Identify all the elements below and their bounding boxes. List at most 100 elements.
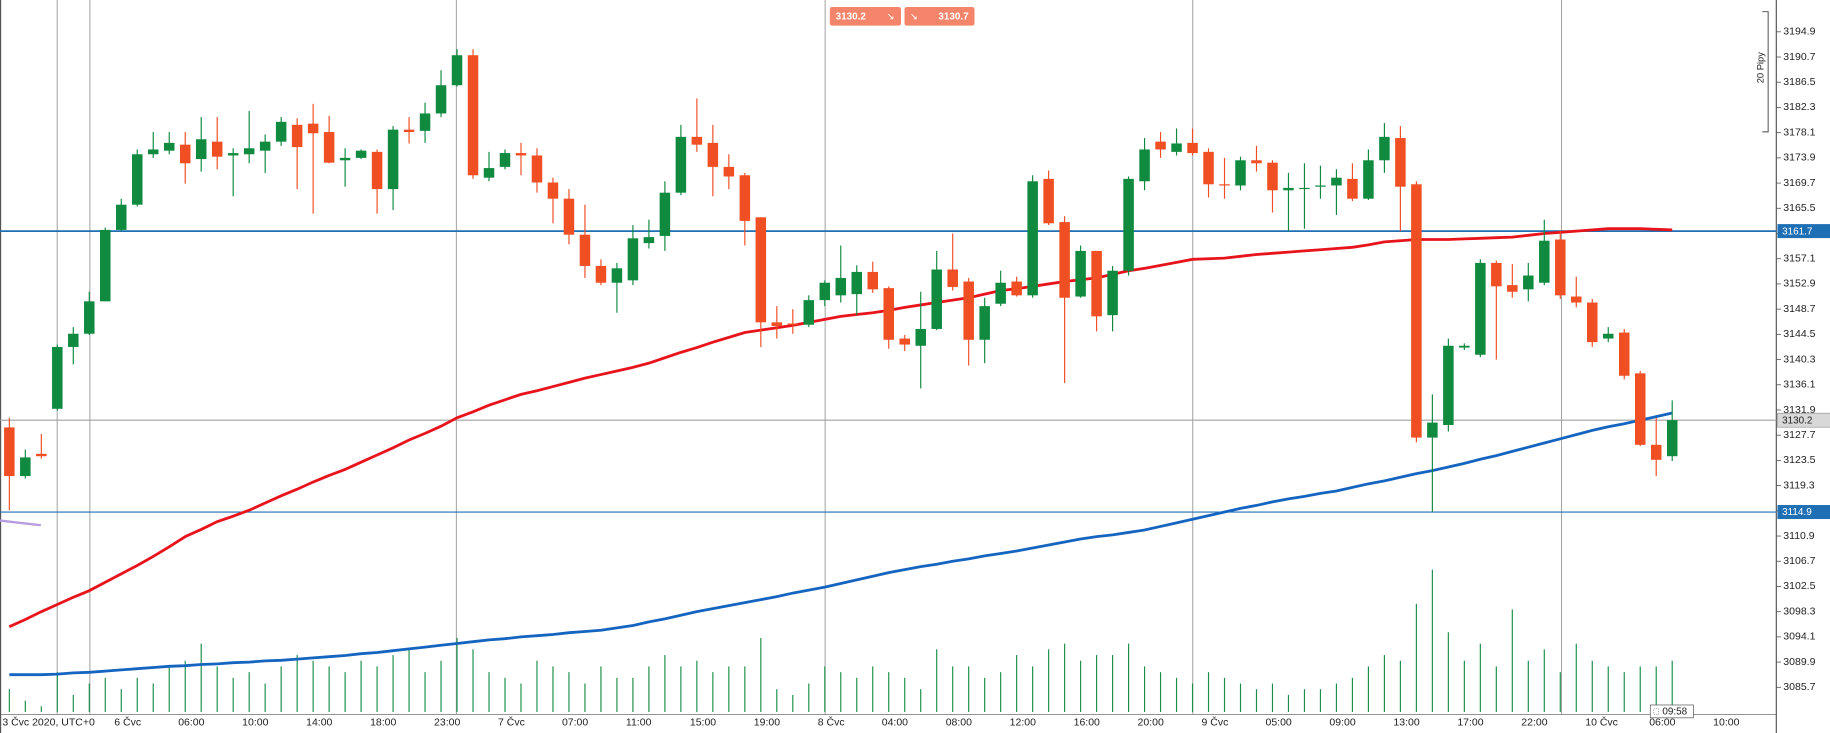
- candle-body: [547, 182, 559, 199]
- candle-body: [403, 129, 415, 133]
- candle-body: [1650, 444, 1662, 460]
- candle-body: [275, 121, 287, 142]
- x-tick-label: 16:00: [1074, 716, 1100, 728]
- candle-body: [179, 144, 191, 164]
- y-tick-label: 3106.7: [1783, 555, 1815, 567]
- candle-body: [195, 139, 207, 160]
- x-tick-label: 10 Čvc: [1585, 715, 1618, 728]
- candle-body: [1107, 270, 1118, 316]
- y-tick-label: 3094.1: [1783, 631, 1815, 643]
- candle-body: [723, 166, 735, 177]
- buy-price[interactable]: 3130.7: [938, 12, 969, 23]
- sell-button-bg[interactable]: [829, 7, 901, 26]
- sell-price[interactable]: 3130.2: [836, 12, 867, 23]
- sell-button[interactable]: 3130.2 ↘: [829, 7, 901, 26]
- candle-body: [1411, 184, 1422, 438]
- candle-body: [1491, 262, 1502, 287]
- pip-bracket: [1762, 11, 1769, 133]
- candle-body: [675, 136, 687, 193]
- buy-button-bg[interactable]: [904, 7, 975, 26]
- trade-panel: 3130.2 ↘ ↘ 3130.7: [829, 7, 975, 26]
- x-tick-label: 19:00: [754, 716, 780, 728]
- candle-body: [1666, 420, 1678, 457]
- candle-body: [995, 282, 1006, 304]
- candle-body: [211, 141, 223, 157]
- candle-body: [563, 198, 575, 235]
- candle-body: [899, 338, 910, 345]
- x-tick-label: 17:00: [1457, 716, 1483, 728]
- y-tick-label: 3148.7: [1783, 303, 1815, 315]
- candle-body: [1539, 240, 1550, 283]
- candle-body: [371, 151, 383, 190]
- candle-body: [20, 457, 31, 477]
- candle-body: [68, 333, 79, 347]
- candle-body: [659, 192, 671, 236]
- x-tick-label: 6 Čvc: [114, 715, 141, 728]
- candle-body: [1139, 149, 1150, 182]
- indicator-fragment: [0, 519, 41, 527]
- price-marker: [1777, 224, 1830, 239]
- candle-body: [819, 282, 831, 301]
- candle-body: [1587, 302, 1598, 343]
- x-tick-label: 06:00: [1649, 716, 1675, 728]
- price-marker-label: 3161.7: [1782, 226, 1813, 237]
- candle-body: [851, 271, 863, 295]
- candle-body: [499, 153, 511, 167]
- price-marker: [1777, 505, 1830, 520]
- candle-body: [355, 150, 367, 158]
- sell-arrow[interactable]: ↘: [887, 11, 895, 21]
- x-tick-label: 3 Čvc 2020, UTC+0: [2, 715, 95, 728]
- candle-body: [323, 132, 335, 163]
- candle-body: [931, 269, 942, 329]
- pip-label: 20 Pipy: [1756, 52, 1766, 83]
- candle-body: [419, 113, 431, 131]
- candle-body: [691, 136, 703, 145]
- candle-body: [1059, 222, 1070, 298]
- price-marker-label: 3114.9: [1782, 507, 1812, 518]
- candle-body: [1011, 281, 1022, 296]
- candle-body: [131, 154, 143, 205]
- candle-body: [1427, 422, 1438, 438]
- candle-body: [627, 238, 639, 281]
- y-tick-label: 3102.5: [1783, 580, 1815, 592]
- countdown-box: [1649, 704, 1694, 719]
- y-tick-label: 3169.7: [1783, 177, 1815, 189]
- candle-body: [771, 322, 783, 326]
- y-tick-label: 3098.3: [1783, 605, 1815, 617]
- candle-body: [1347, 178, 1358, 199]
- candle-body: [1571, 296, 1582, 303]
- buy-arrow[interactable]: ↘: [910, 11, 918, 21]
- x-tick-label: 10:00: [242, 716, 268, 728]
- candle-body: [147, 149, 159, 155]
- candle-body: [643, 237, 655, 244]
- candle-body: [4, 427, 15, 477]
- x-tick-label: 22:00: [1521, 716, 1547, 728]
- y-tick-label: 3136.1: [1783, 379, 1815, 391]
- x-tick-label: 06:00: [178, 716, 204, 728]
- candle-body: [1187, 142, 1198, 154]
- y-tick-label: 3123.5: [1783, 454, 1815, 466]
- x-tick-label: 08:00: [946, 716, 972, 728]
- x-tick-label: 05:00: [1265, 716, 1291, 728]
- candle-body: [227, 153, 239, 156]
- candle-body: [1555, 239, 1566, 296]
- candle-body: [116, 204, 127, 230]
- y-tick-label: 3178.1: [1783, 126, 1815, 138]
- candle-body: [1507, 285, 1518, 292]
- separators: [56, 0, 1563, 715]
- x-tick-label: 23:00: [434, 716, 460, 728]
- candle-body: [52, 346, 63, 409]
- x-tick-label: 13:00: [1393, 716, 1419, 728]
- candle-body: [1203, 151, 1214, 185]
- candle-body: [963, 281, 974, 340]
- candle-body: [307, 123, 319, 134]
- y-tick-label: 3173.9: [1783, 152, 1815, 164]
- candle-body: [259, 141, 271, 151]
- candle-body: [1363, 160, 1374, 199]
- buy-button[interactable]: ↘ 3130.7: [904, 7, 975, 26]
- candle-body: [1155, 141, 1166, 150]
- candle-body: [579, 234, 591, 266]
